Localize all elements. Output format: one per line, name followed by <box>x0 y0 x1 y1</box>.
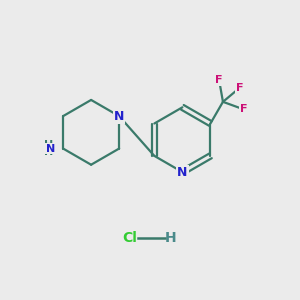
Text: N: N <box>46 143 55 154</box>
Text: H: H <box>165 231 176 245</box>
Text: F: F <box>236 82 244 93</box>
Text: N: N <box>114 110 124 123</box>
Text: N: N <box>177 166 188 178</box>
Text: H: H <box>44 147 53 158</box>
Text: H: H <box>44 140 53 150</box>
Text: F: F <box>240 104 247 114</box>
Text: F: F <box>215 75 223 85</box>
Text: Cl: Cl <box>122 231 137 245</box>
